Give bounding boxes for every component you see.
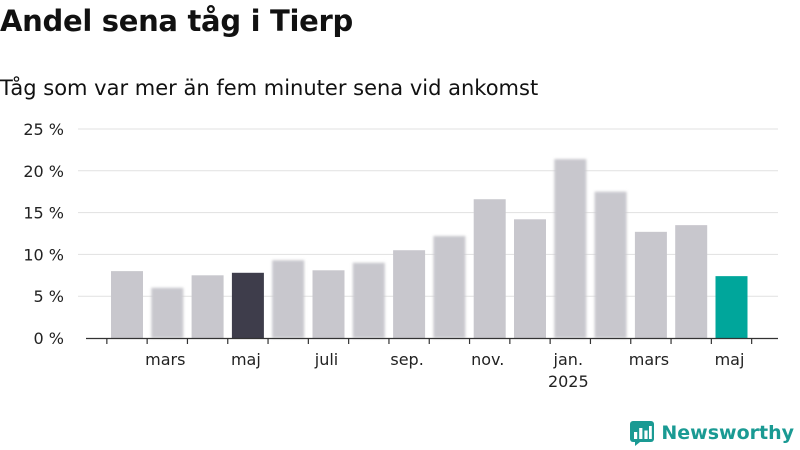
x-axis xyxy=(86,337,778,344)
x-tick-label: sep. xyxy=(390,350,423,369)
bars xyxy=(111,159,748,338)
bar xyxy=(191,275,224,338)
bar xyxy=(675,225,708,338)
newsworthy-logo-icon xyxy=(630,421,655,446)
bar xyxy=(514,219,546,338)
x-tick-label: jan. xyxy=(553,350,583,369)
brand-name: Newsworthy xyxy=(661,422,794,444)
y-tick-label: 15 % xyxy=(23,204,64,223)
bar xyxy=(111,271,143,338)
x-tick-label: maj xyxy=(231,350,261,369)
bar xyxy=(352,262,385,338)
bar xyxy=(151,287,184,338)
bar xyxy=(312,270,345,338)
chart-title: Andel sena tåg i Tierp xyxy=(0,4,353,38)
bar xyxy=(393,250,426,338)
bar xyxy=(473,199,506,338)
bar xyxy=(715,276,748,338)
x-tick-label: maj xyxy=(715,350,745,369)
bar xyxy=(433,236,466,338)
axis-labels: 0 % 5 % 10 % 15 % 20 % 25 % mars maj juli sep. nov… xyxy=(23,120,744,391)
y-tick-label: 20 % xyxy=(23,162,64,181)
x-tick-label: juli xyxy=(314,350,338,369)
y-tick-label: 10 % xyxy=(23,245,64,264)
bar xyxy=(272,260,305,338)
grid-lines xyxy=(78,128,778,297)
x-tick-label: mars xyxy=(145,350,185,369)
bar xyxy=(594,191,627,338)
y-tick-label: 25 % xyxy=(23,120,64,139)
y-tick-label: 5 % xyxy=(34,287,64,306)
y-tick-label: 0 % xyxy=(34,329,64,348)
bar xyxy=(231,272,264,338)
newsworthy-brand: Newsworthy xyxy=(629,420,794,446)
bar-chart: 0 % 5 % 10 % 15 % 20 % 25 % mars maj juli sep. nov… xyxy=(23,120,778,391)
chart-subtitle: Tåg som var mer än fem minuter sena vid … xyxy=(0,76,539,100)
bar xyxy=(554,159,587,338)
x-tick-label: nov. xyxy=(471,350,504,369)
x-tick-year-label: 2025 xyxy=(548,372,589,391)
bar xyxy=(634,231,667,338)
x-tick-label: mars xyxy=(629,350,669,369)
